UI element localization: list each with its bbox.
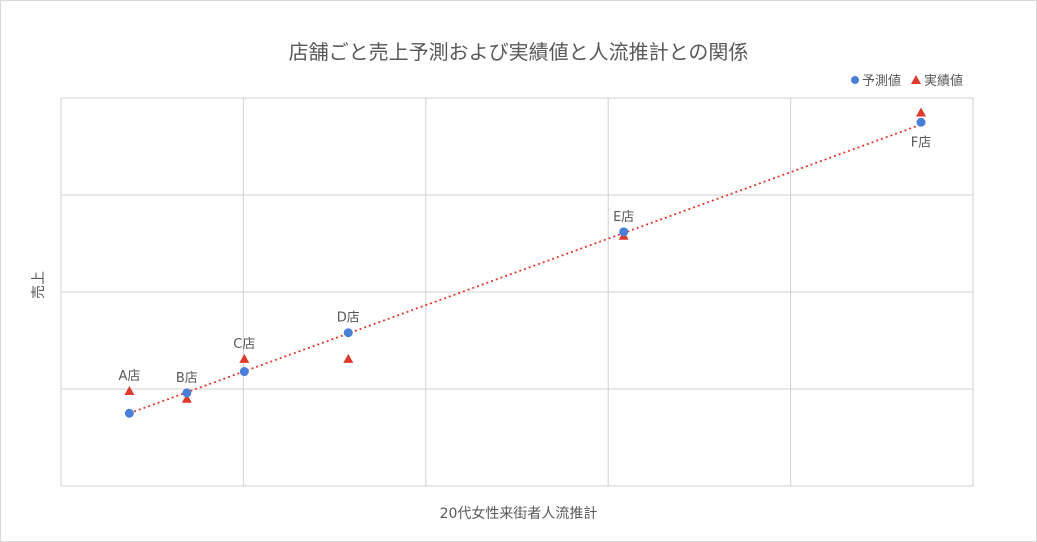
legend-label-predicted: 予測値 (861, 74, 901, 89)
legend-item-predicted: 予測値 (850, 70, 901, 89)
actual-point (343, 353, 354, 363)
store-label: B店 (176, 371, 198, 386)
triangle-marker-icon (910, 75, 921, 84)
predicted-point (182, 388, 192, 398)
predicted-point (343, 328, 353, 338)
predicted-point (239, 367, 249, 377)
predicted-point (916, 117, 926, 127)
store-label: F店 (911, 135, 931, 150)
legend-label-actual: 実績値 (923, 74, 963, 89)
predicted-point (619, 227, 629, 237)
actual-point (124, 385, 135, 395)
actual-point (239, 353, 250, 363)
legend: 予測値 実績値 (850, 70, 963, 89)
store-label: A店 (118, 369, 140, 384)
x-axis-label: 20代女性来街者人流推計 (439, 506, 598, 522)
chart-title: 店舗ごと売上予測および実績値と人流推計との関係 (288, 40, 749, 64)
trendline (129, 121, 928, 415)
actual-point (181, 393, 192, 403)
circle-marker-icon (850, 75, 859, 84)
predicted-point (124, 408, 134, 418)
store-label: D店 (337, 311, 360, 326)
actual-point (916, 107, 927, 117)
store-label: C店 (233, 337, 255, 352)
legend-item-actual: 実績値 (910, 70, 963, 89)
store-label: E店 (613, 210, 634, 225)
